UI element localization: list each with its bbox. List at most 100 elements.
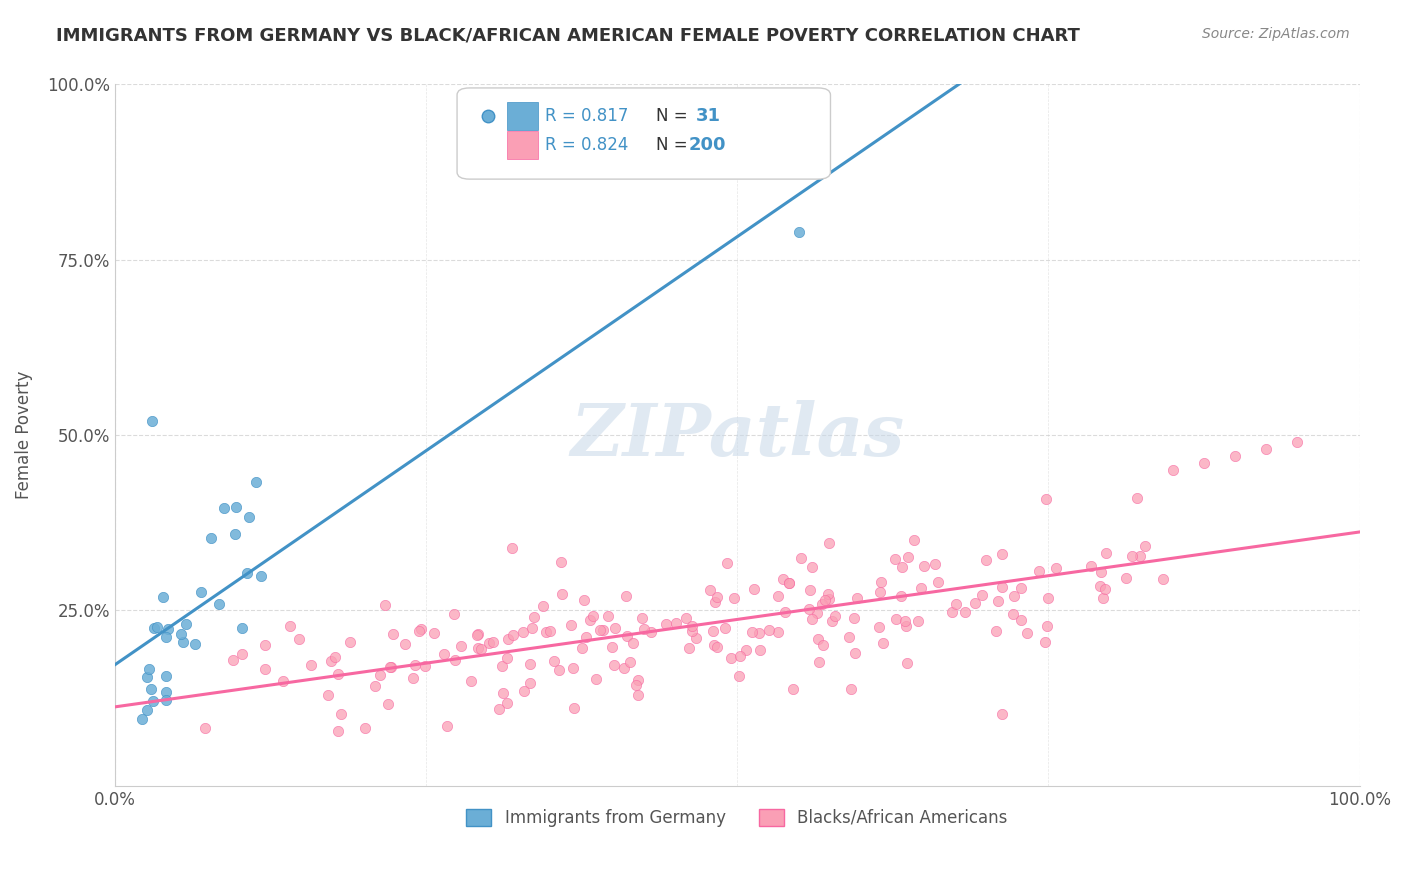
Blacks/African Americans <box>806 607 828 621</box>
Blacks/African Americans <box>991 547 1014 561</box>
Blacks/African Americans <box>986 624 1008 638</box>
Immigrants from Germany <box>224 526 246 541</box>
Blacks/African Americans <box>797 602 820 616</box>
Blacks/African Americans <box>1035 492 1057 507</box>
Blacks/African Americans <box>778 576 800 591</box>
Blacks/African Americans <box>600 640 623 654</box>
Blacks/African Americans <box>605 621 627 635</box>
Immigrants from Germany <box>155 669 177 683</box>
Blacks/African Americans <box>824 609 846 624</box>
Blacks/African Americans <box>821 614 844 628</box>
Blacks/African Americans <box>512 625 534 640</box>
Blacks/African Americans <box>941 605 963 619</box>
Blacks/African Americans <box>465 628 488 642</box>
Blacks/African Americans <box>703 638 725 652</box>
Blacks/African Americans <box>621 636 644 650</box>
Blacks/African Americans <box>402 671 425 685</box>
Blacks/African Americans <box>404 658 426 673</box>
Immigrants from Germany <box>172 635 194 649</box>
Blacks/African Americans <box>844 611 866 625</box>
Blacks/African Americans <box>846 591 869 606</box>
Immigrants from Germany <box>170 626 193 640</box>
Blacks/African Americans <box>1129 549 1152 563</box>
Blacks/African Americans <box>589 623 612 637</box>
Blacks/African Americans <box>481 635 503 649</box>
Blacks/African Americans <box>704 595 727 609</box>
Blacks/African Americans <box>808 655 831 669</box>
Blacks/African Americans <box>408 624 430 639</box>
Blacks/African Americans <box>619 655 641 669</box>
Blacks/African Americans <box>1010 581 1032 595</box>
Blacks/African Americans <box>422 626 444 640</box>
Blacks/African Americans <box>631 611 654 625</box>
Blacks/African Americans <box>675 610 697 624</box>
Blacks/African Americans <box>377 697 399 711</box>
Blacks/African Americans <box>561 660 583 674</box>
Immigrants from Germany <box>250 569 273 583</box>
Blacks/African Americans <box>766 625 789 640</box>
Blacks/African Americans <box>502 628 524 642</box>
Blacks/African Americans <box>870 574 893 589</box>
Blacks/African Americans <box>903 533 925 548</box>
Blacks/African Americans <box>380 659 402 673</box>
Blacks/African Americans <box>1286 435 1309 450</box>
Blacks/African Americans <box>1115 571 1137 585</box>
Blacks/African Americans <box>884 551 907 566</box>
Blacks/African Americans <box>1033 635 1056 649</box>
Blacks/African Americans <box>551 587 574 601</box>
Immigrants from Germany <box>145 620 167 634</box>
Blacks/African Americans <box>800 560 823 574</box>
Immigrants from Germany <box>174 616 197 631</box>
Immigrants from Germany <box>235 566 257 580</box>
Blacks/African Americans <box>728 648 751 663</box>
Text: ZIPatlas: ZIPatlas <box>569 400 904 471</box>
Blacks/African Americans <box>778 576 800 591</box>
Blacks/African Americans <box>884 612 907 626</box>
Blacks/African Americans <box>991 580 1014 594</box>
Blacks/African Americans <box>681 624 703 638</box>
Blacks/African Americans <box>748 625 770 640</box>
Blacks/African Americans <box>550 555 572 569</box>
Blacks/African Americans <box>1192 456 1215 470</box>
Blacks/African Americans <box>868 620 890 634</box>
Blacks/African Americans <box>436 719 458 733</box>
Immigrants from Germany <box>190 585 212 599</box>
Blacks/African Americans <box>1015 625 1038 640</box>
Immigrants from Germany <box>143 621 166 635</box>
Blacks/African Americans <box>869 585 891 599</box>
Blacks/African Americans <box>1121 549 1143 563</box>
Blacks/African Americans <box>838 630 860 644</box>
Blacks/African Americans <box>773 606 796 620</box>
Blacks/African Americans <box>501 541 523 556</box>
Immigrants from Germany <box>131 712 153 726</box>
Blacks/African Americans <box>716 556 738 570</box>
Blacks/African Americans <box>748 642 770 657</box>
Blacks/African Americans <box>1133 539 1156 553</box>
Blacks/African Americans <box>326 724 349 739</box>
Blacks/African Americans <box>520 621 543 635</box>
Blacks/African Americans <box>896 619 918 633</box>
Blacks/African Americans <box>319 654 342 668</box>
Blacks/African Americans <box>678 640 700 655</box>
Blacks/African Americans <box>374 598 396 612</box>
FancyBboxPatch shape <box>457 88 831 179</box>
Blacks/African Americans <box>478 636 501 650</box>
Blacks/African Americans <box>288 632 311 647</box>
Immigrants from Germany <box>135 670 157 684</box>
Immigrants from Germany <box>157 622 180 636</box>
Blacks/African Americans <box>496 632 519 646</box>
Blacks/African Americans <box>963 596 986 610</box>
Blacks/African Americans <box>890 589 912 603</box>
Blacks/African Americans <box>818 591 841 606</box>
Blacks/African Americans <box>1094 582 1116 596</box>
Blacks/African Americans <box>893 614 915 628</box>
Blacks/African Americans <box>571 640 593 655</box>
Blacks/African Americans <box>927 574 949 589</box>
Blacks/African Americans <box>714 621 737 635</box>
Blacks/African Americans <box>443 653 465 667</box>
Blacks/African Americans <box>222 653 245 667</box>
Blacks/African Americans <box>582 608 605 623</box>
Blacks/African Americans <box>844 646 866 660</box>
Blacks/African Americans <box>1080 558 1102 573</box>
Blacks/African Americans <box>987 594 1010 608</box>
